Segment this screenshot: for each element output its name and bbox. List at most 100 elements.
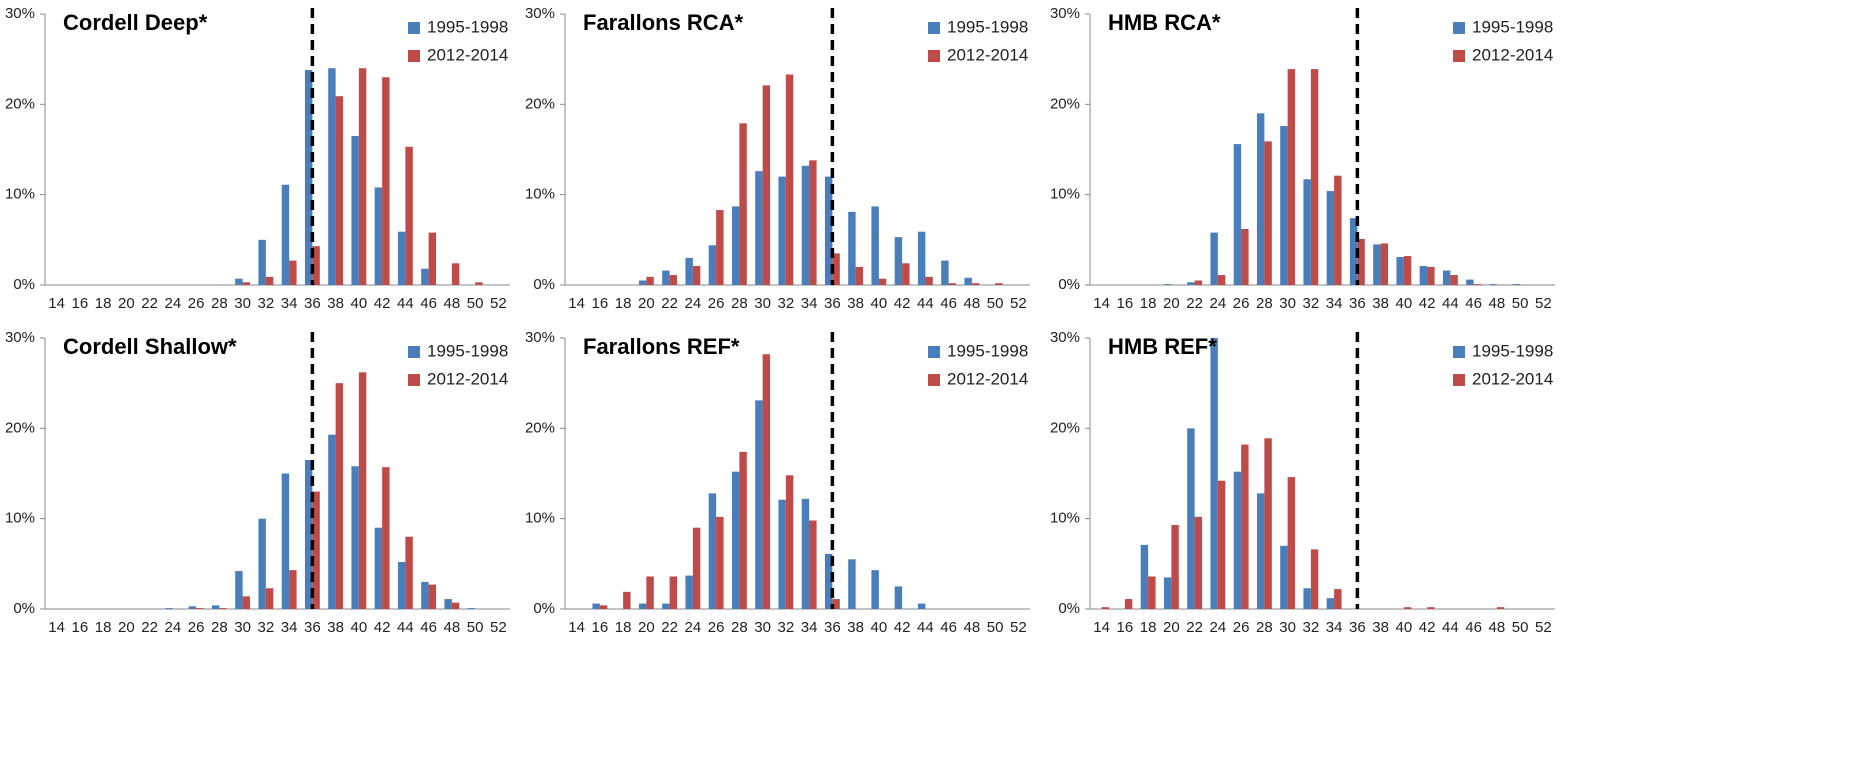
y-tick-label: 0% xyxy=(533,276,555,293)
bar xyxy=(1256,113,1265,285)
y-tick-label: 30% xyxy=(1050,5,1080,22)
x-tick-label: 30 xyxy=(1279,295,1296,312)
x-tick-label: 22 xyxy=(661,619,678,636)
bar xyxy=(1357,238,1365,285)
y-tick-label: 30% xyxy=(525,329,555,346)
x-tick-label: 52 xyxy=(490,295,507,312)
bar xyxy=(708,245,717,285)
bar xyxy=(405,536,413,609)
bar xyxy=(1256,493,1265,609)
bar xyxy=(1101,607,1110,609)
x-tick-label: 44 xyxy=(397,619,414,636)
x-tick-label: 34 xyxy=(1326,295,1343,312)
bar xyxy=(739,451,747,609)
x-tick-label: 42 xyxy=(374,295,391,312)
bar xyxy=(1419,266,1428,285)
bar xyxy=(902,263,910,285)
bar xyxy=(1140,544,1149,609)
x-tick-label: 24 xyxy=(1210,295,1227,312)
bar xyxy=(662,270,670,285)
bar xyxy=(824,176,833,285)
x-tick-label: 30 xyxy=(754,619,771,636)
bar xyxy=(1280,126,1288,285)
x-tick-label: 38 xyxy=(847,619,864,636)
y-tick-label: 10% xyxy=(1050,186,1080,203)
bar xyxy=(351,135,359,285)
x-tick-label: 50 xyxy=(467,619,484,636)
x-tick-label: 30 xyxy=(754,295,771,312)
legend-swatch xyxy=(928,50,940,62)
bar xyxy=(196,608,204,609)
bar xyxy=(824,553,833,609)
x-tick-label: 40 xyxy=(351,619,368,636)
x-tick-label: 52 xyxy=(1010,619,1027,636)
y-tick-label: 10% xyxy=(5,186,35,203)
x-tick-label: 14 xyxy=(48,295,65,312)
bar xyxy=(785,475,794,609)
bar xyxy=(1427,607,1435,609)
bar xyxy=(397,231,406,285)
x-tick-label: 40 xyxy=(871,619,888,636)
bar xyxy=(1194,516,1203,609)
x-tick-label: 42 xyxy=(894,295,911,312)
bar xyxy=(1187,428,1195,609)
x-tick-label: 22 xyxy=(1186,295,1203,312)
x-tick-label: 14 xyxy=(1093,295,1110,312)
x-tick-label: 50 xyxy=(467,295,484,312)
legend-label: 1995-1998 xyxy=(1472,17,1553,36)
bar xyxy=(917,603,926,609)
bar xyxy=(235,571,243,609)
y-tick-label: 20% xyxy=(525,95,555,112)
bar xyxy=(638,603,647,609)
bar xyxy=(685,575,693,609)
bar xyxy=(451,602,460,609)
bar xyxy=(638,280,647,285)
x-tick-label: 38 xyxy=(327,619,344,636)
legend-swatch xyxy=(928,22,940,34)
x-tick-label: 52 xyxy=(1535,295,1552,312)
bar xyxy=(762,354,771,609)
bar xyxy=(1171,524,1179,609)
x-tick-label: 24 xyxy=(685,619,702,636)
bar xyxy=(1334,175,1342,285)
x-tick-label: 34 xyxy=(281,619,298,636)
bar xyxy=(809,160,817,285)
x-tick-label: 18 xyxy=(1140,619,1157,636)
bar xyxy=(211,605,220,609)
x-tick-label: 50 xyxy=(987,619,1004,636)
x-tick-label: 34 xyxy=(801,619,818,636)
bar xyxy=(1403,607,1412,609)
bar xyxy=(1194,280,1203,285)
x-tick-label: 36 xyxy=(1349,619,1366,636)
x-tick-label: 32 xyxy=(258,619,275,636)
x-tick-label: 36 xyxy=(824,619,841,636)
bar xyxy=(289,260,297,285)
chart-title: HMB REF* xyxy=(1108,334,1217,359)
x-tick-label: 26 xyxy=(188,619,205,636)
bar xyxy=(428,232,437,285)
x-tick-label: 42 xyxy=(894,619,911,636)
bar xyxy=(1310,69,1319,285)
legend-swatch xyxy=(1453,22,1465,34)
x-tick-label: 18 xyxy=(1140,295,1157,312)
x-tick-label: 24 xyxy=(165,619,182,636)
legend-swatch xyxy=(408,50,420,62)
bar xyxy=(258,239,266,285)
bar xyxy=(1264,141,1272,285)
bar xyxy=(708,493,717,609)
x-tick-label: 14 xyxy=(1093,619,1110,636)
y-tick-label: 20% xyxy=(1050,95,1080,112)
bar xyxy=(1442,270,1451,285)
bar xyxy=(623,591,631,609)
bar xyxy=(304,70,313,285)
x-tick-label: 26 xyxy=(708,619,725,636)
bar xyxy=(382,77,390,285)
bar xyxy=(894,237,903,285)
x-tick-label: 48 xyxy=(1489,295,1506,312)
bar xyxy=(289,570,297,609)
x-tick-label: 26 xyxy=(1233,619,1250,636)
x-tick-label: 42 xyxy=(1419,619,1436,636)
bar xyxy=(335,383,344,609)
x-tick-label: 16 xyxy=(72,295,89,312)
